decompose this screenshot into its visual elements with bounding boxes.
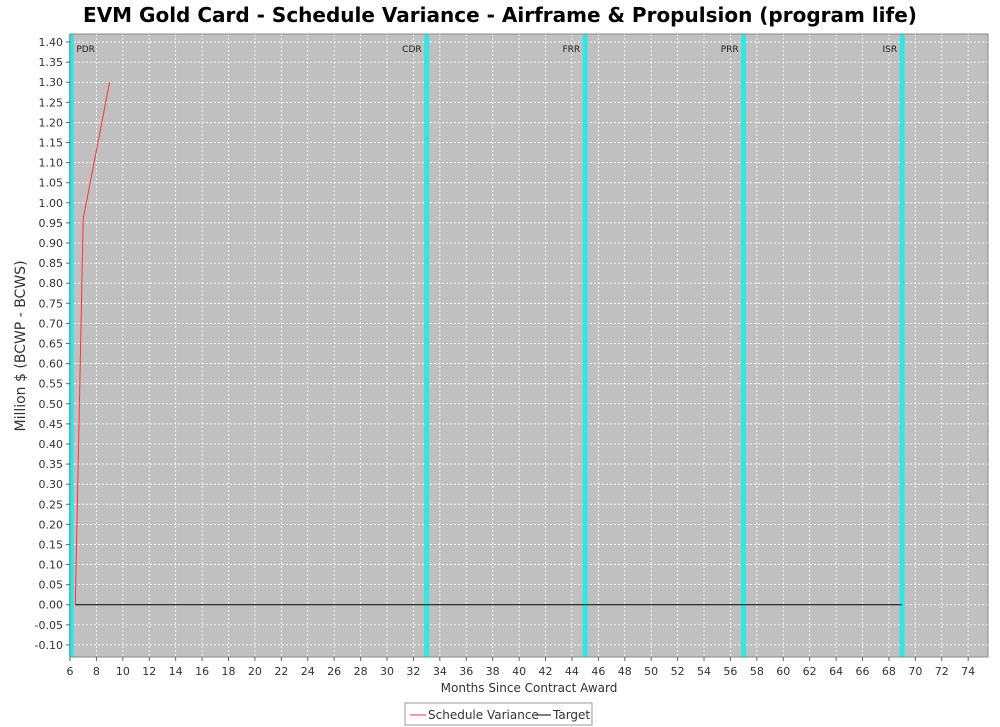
y-tick-label: 0.50 [39, 398, 64, 411]
x-tick-label: 48 [618, 665, 632, 678]
y-tick-label: 1.40 [39, 36, 64, 49]
x-tick-label: 70 [908, 665, 922, 678]
x-tick-label: 34 [433, 665, 447, 678]
plot-border [69, 33, 989, 658]
x-tick-label: 54 [697, 665, 711, 678]
y-tick-label: 1.00 [39, 197, 64, 210]
x-tick-label: 40 [512, 665, 526, 678]
x-tick-label: 12 [142, 665, 156, 678]
x-tick-label: 24 [301, 665, 315, 678]
y-tick-label: 0.85 [39, 257, 64, 270]
legend-label-target: Target [552, 708, 590, 722]
y-tick-label: 0.65 [39, 337, 64, 350]
y-tick-label: 0.05 [39, 579, 64, 592]
y-axis: -0.10 -0.05 0.00 0.05 0.10 0.15 0.20 0.25 0.30 0.… [35, 36, 70, 652]
x-axis: 6 8 10 12 14 16 18 20 22 24 26 28 30 32 34 36 38 40 42 44 46… [67, 657, 975, 678]
y-tick-label: 0.10 [39, 559, 64, 572]
y-tick-label: 1.25 [39, 96, 64, 109]
milestone-label-prr: PRR [721, 45, 739, 55]
x-tick-label: 6 [67, 665, 74, 678]
x-tick-label: 64 [829, 665, 843, 678]
y-tick-label: 0.20 [39, 518, 64, 531]
y-tick-label: 1.15 [39, 137, 64, 150]
y-tick-label: 0.90 [39, 237, 64, 250]
y-tick-label: 1.35 [39, 56, 64, 69]
x-tick-label: 16 [195, 665, 209, 678]
x-tick-label: 52 [671, 665, 685, 678]
x-tick-label: 26 [327, 665, 341, 678]
milestones: PDR CDR FRR PRR ISR [68, 34, 905, 657]
series-line-schedule-variance [74, 82, 111, 605]
x-tick-label: 74 [961, 665, 975, 678]
y-tick-label: 1.30 [39, 76, 64, 89]
y-tick-label: 0.45 [39, 418, 64, 431]
x-tick-label: 32 [406, 665, 420, 678]
legend-box [404, 702, 593, 726]
y-tick-label: 0.75 [39, 297, 64, 310]
x-tick-label: 8 [93, 665, 100, 678]
x-axis-label: Months Since Contract Award [441, 681, 618, 695]
y-tick-label: 0.70 [39, 317, 64, 330]
grid [69, 34, 988, 657]
y-tick-label: -0.05 [35, 619, 63, 632]
x-tick-label: 46 [591, 665, 605, 678]
legend: Schedule Variance Target [404, 702, 593, 726]
y-tick-label: 1.10 [39, 157, 64, 170]
y-tick-label: 1.20 [39, 116, 64, 129]
x-tick-label: 62 [803, 665, 817, 678]
legend-label-schedule-variance: Schedule Variance [428, 708, 539, 722]
x-tick-label: 68 [882, 665, 896, 678]
x-tick-label: 14 [169, 665, 183, 678]
y-tick-label: -0.10 [35, 639, 63, 652]
x-tick-label: 56 [723, 665, 737, 678]
y-tick-label: 0.35 [39, 458, 64, 471]
x-tick-label: 44 [565, 665, 579, 678]
milestone-label-pdr: PDR [76, 45, 95, 55]
y-tick-label: 0.00 [39, 599, 64, 612]
y-tick-label: 0.95 [39, 217, 64, 230]
x-tick-label: 66 [856, 665, 870, 678]
milestone-label-cdr: CDR [402, 45, 421, 55]
y-tick-label: 0.30 [39, 478, 64, 491]
plot-area [70, 34, 988, 657]
y-tick-label: 0.40 [39, 438, 64, 451]
x-tick-label: 42 [539, 665, 553, 678]
x-tick-label: 28 [354, 665, 368, 678]
chart-title: EVM Gold Card - Schedule Variance - Airf… [83, 3, 917, 27]
x-tick-label: 38 [486, 665, 500, 678]
y-tick-label: 0.80 [39, 277, 64, 290]
y-tick-label: 0.15 [39, 538, 64, 551]
x-tick-label: 30 [380, 665, 394, 678]
y-tick-label: 0.55 [39, 378, 64, 391]
series [74, 82, 903, 606]
x-tick-label: 36 [459, 665, 473, 678]
y-tick-label: 0.25 [39, 498, 64, 511]
x-tick-label: 58 [750, 665, 764, 678]
milestone-label-frr: FRR [562, 45, 580, 55]
y-tick-label: 1.05 [39, 177, 64, 190]
x-tick-label: 72 [935, 665, 949, 678]
x-tick-label: 18 [222, 665, 236, 678]
x-tick-label: 22 [274, 665, 288, 678]
y-axis-label: Million $ (BCWP - BCWS) [13, 260, 29, 431]
milestone-label-isr: ISR [883, 45, 898, 55]
y-tick-label: 0.60 [39, 358, 64, 371]
x-tick-label: 50 [644, 665, 658, 678]
x-tick-label: 20 [248, 665, 262, 678]
x-tick-label: 10 [116, 665, 130, 678]
x-tick-label: 60 [776, 665, 790, 678]
